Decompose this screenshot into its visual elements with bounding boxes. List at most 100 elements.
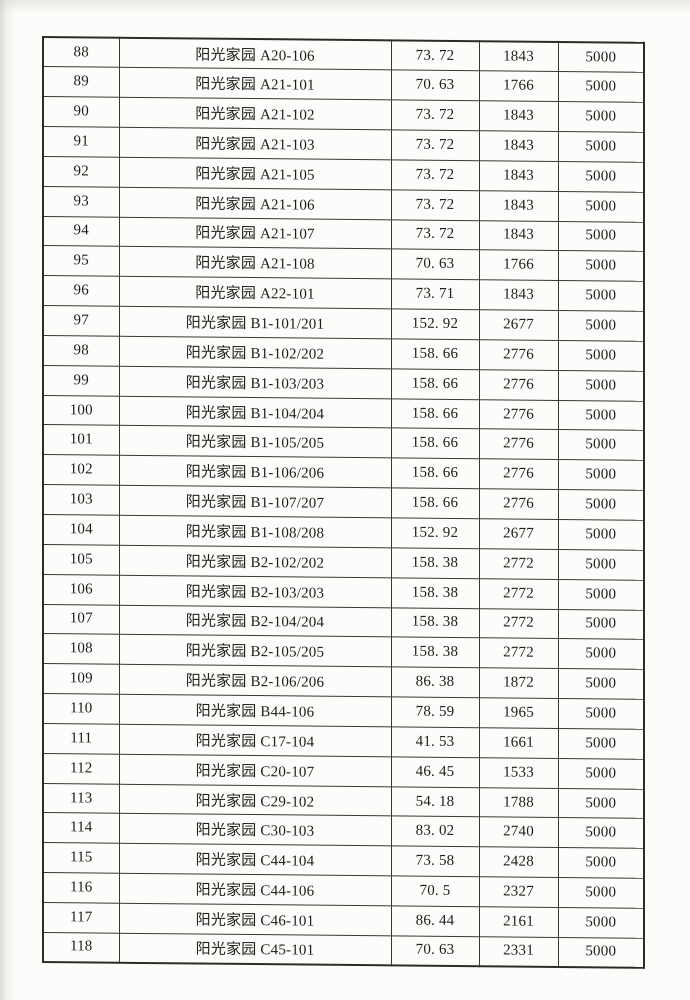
unit-price-cell: 1843 xyxy=(479,100,558,132)
unit-price-cell: 1872 xyxy=(479,667,558,699)
unit-name-cell: 阳光家园 A21-105 xyxy=(119,157,391,190)
deposit-value-cell: 5000 xyxy=(558,698,644,730)
unit-name-cell: 阳光家园 B2-104/204 xyxy=(119,604,391,638)
unit-price-cell: 1843 xyxy=(479,279,558,311)
deposit-value-cell: 5000 xyxy=(558,788,644,819)
unit-price-cell: 1533 xyxy=(479,757,558,789)
deposit-value-cell: 5000 xyxy=(558,71,644,103)
row-number-cell: 110 xyxy=(43,693,119,725)
unit-price-cell: 2331 xyxy=(479,936,558,968)
area-value-cell: 73. 72 xyxy=(391,129,479,161)
unit-price-cell: 2677 xyxy=(479,518,558,550)
deposit-value-cell: 5000 xyxy=(558,907,644,939)
row-number-cell: 100 xyxy=(43,395,119,426)
unit-price-cell: 2740 xyxy=(479,817,558,848)
table-row: 118 阳光家园 C45-101 70. 63 2331 5000 xyxy=(43,932,644,968)
unit-name-cell: 阳光家园 A21-108 xyxy=(119,246,391,280)
deposit-value-cell: 5000 xyxy=(558,161,644,192)
area-value-cell: 158. 66 xyxy=(391,458,479,489)
unit-price-cell: 2677 xyxy=(479,309,558,341)
area-value-cell: 73. 72 xyxy=(391,40,479,72)
row-number-cell: 98 xyxy=(43,335,119,367)
area-value-cell: 158. 66 xyxy=(391,428,479,460)
deposit-value-cell: 5000 xyxy=(558,847,644,879)
unit-name-cell: 阳光家园 B2-106/206 xyxy=(119,664,391,697)
unit-name-cell: 阳光家园 B1-108/208 xyxy=(119,515,391,548)
unit-name-cell: 阳光家园 C45-101 xyxy=(119,933,391,966)
table-body: 88 阳光家园 A20-106 73. 72 1843 5000 89 阳光家园 A21-1… xyxy=(43,37,644,968)
unit-name-cell: 阳光家园 B44-106 xyxy=(119,694,391,727)
unit-name-cell: 阳光家园 A21-102 xyxy=(119,97,391,130)
unit-name-cell: 阳光家园 C29-102 xyxy=(119,783,391,817)
area-value-cell: 158. 66 xyxy=(391,338,479,370)
deposit-value-cell: 5000 xyxy=(558,280,644,312)
row-number-cell: 101 xyxy=(43,424,119,456)
unit-price-cell: 1843 xyxy=(479,190,558,222)
row-number-cell: 114 xyxy=(43,812,119,844)
deposit-value-cell: 5000 xyxy=(558,340,644,372)
row-number-cell: 92 xyxy=(43,156,119,187)
unit-name-cell: 阳光家园 C20-107 xyxy=(119,753,391,787)
area-value-cell: 70. 63 xyxy=(391,935,479,967)
deposit-value-cell: 5000 xyxy=(558,429,644,461)
row-number-cell: 117 xyxy=(43,902,119,934)
area-value-cell: 158. 66 xyxy=(391,368,479,400)
unit-name-cell: 阳光家园 B1-103/203 xyxy=(119,366,391,399)
area-value-cell: 73. 72 xyxy=(391,100,479,131)
unit-name-cell: 阳光家园 C30-103 xyxy=(119,813,391,847)
row-number-cell: 94 xyxy=(43,216,119,247)
row-number-cell: 111 xyxy=(43,723,119,754)
row-number-cell: 95 xyxy=(43,245,119,277)
row-number-cell: 104 xyxy=(43,514,119,546)
unit-name-cell: 阳光家园 B1-107/207 xyxy=(119,485,391,518)
unit-name-cell: 阳光家园 C46-101 xyxy=(119,903,391,936)
deposit-value-cell: 5000 xyxy=(558,549,644,580)
area-value-cell: 73. 58 xyxy=(391,846,479,877)
area-value-cell: 70. 63 xyxy=(391,249,479,280)
unit-price-cell: 2776 xyxy=(479,459,558,490)
row-number-cell: 106 xyxy=(43,574,119,605)
row-number-cell: 113 xyxy=(43,783,119,814)
area-value-cell: 86. 38 xyxy=(391,667,479,698)
unit-price-cell: 1843 xyxy=(479,41,558,72)
row-number-cell: 89 xyxy=(43,66,119,98)
area-value-cell: 46. 45 xyxy=(391,756,479,788)
unit-price-cell: 2776 xyxy=(479,488,558,520)
unit-name-cell: 阳光家园 A21-106 xyxy=(119,186,391,220)
area-value-cell: 70. 63 xyxy=(391,70,479,101)
unit-name-cell: 阳光家园 B1-106/206 xyxy=(119,455,391,489)
deposit-value-cell: 5000 xyxy=(558,400,644,431)
area-value-cell: 54. 18 xyxy=(391,786,479,818)
deposit-value-cell: 5000 xyxy=(558,250,644,282)
area-value-cell: 73. 72 xyxy=(391,189,479,221)
unit-price-cell: 1661 xyxy=(479,727,558,759)
deposit-value-cell: 5000 xyxy=(558,489,644,521)
area-value-cell: 158. 38 xyxy=(391,577,479,609)
unit-price-cell: 2776 xyxy=(479,339,558,371)
unit-name-cell: 阳光家园 A20-106 xyxy=(119,37,391,71)
unit-name-cell: 阳光家园 C44-106 xyxy=(119,873,391,906)
unit-name-cell: 阳光家园 B2-103/203 xyxy=(119,574,391,608)
area-value-cell: 86. 44 xyxy=(391,905,479,937)
row-number-cell: 91 xyxy=(43,126,119,158)
deposit-value-cell: 5000 xyxy=(558,638,644,670)
unit-price-cell: 2161 xyxy=(479,906,558,938)
deposit-value-cell: 5000 xyxy=(558,608,644,640)
area-value-cell: 158. 66 xyxy=(391,488,479,519)
unit-price-cell: 1843 xyxy=(479,220,558,251)
unit-name-cell: 阳光家园 B1-102/202 xyxy=(119,336,391,369)
row-number-cell: 115 xyxy=(43,842,119,874)
area-value-cell: 158. 38 xyxy=(391,547,479,579)
unit-price-cell: 1766 xyxy=(479,250,558,281)
area-value-cell: 83. 02 xyxy=(391,816,479,847)
housing-units-table: 88 阳光家园 A20-106 73. 72 1843 5000 89 阳光家园 A21-1… xyxy=(42,36,645,969)
deposit-value-cell: 5000 xyxy=(558,131,644,163)
unit-price-cell: 1965 xyxy=(479,697,558,729)
deposit-value-cell: 5000 xyxy=(558,459,644,491)
area-value-cell: 152. 92 xyxy=(391,308,479,340)
deposit-value-cell: 5000 xyxy=(558,728,644,760)
area-value-cell: 73. 72 xyxy=(391,219,479,251)
deposit-value-cell: 5000 xyxy=(558,817,644,849)
area-value-cell: 158. 66 xyxy=(391,398,479,430)
